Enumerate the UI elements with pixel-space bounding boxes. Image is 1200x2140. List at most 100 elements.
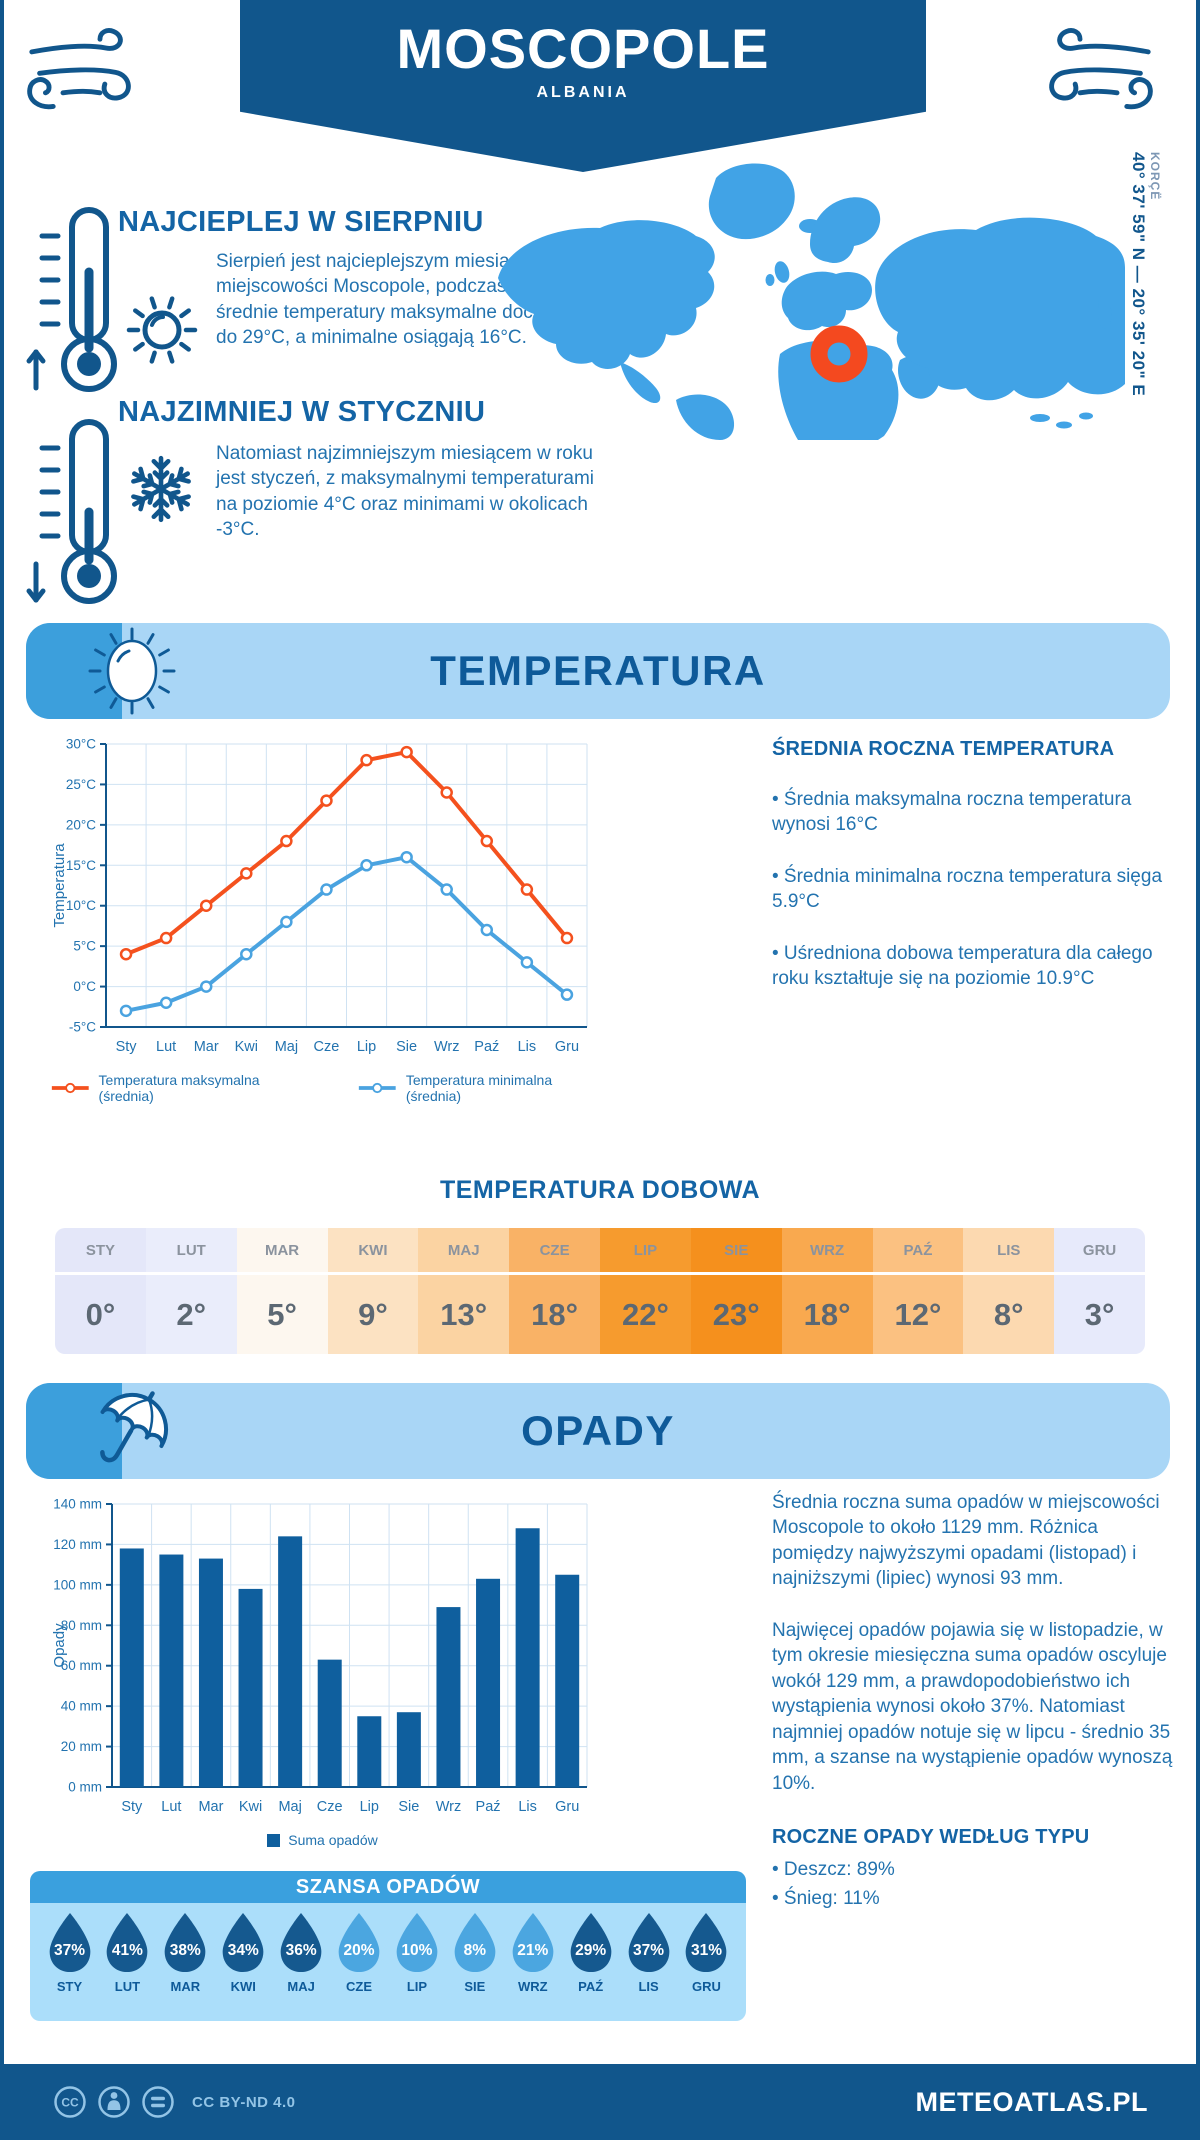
chance-month-label: LUT xyxy=(114,1979,141,1994)
daily-temperature-table: STY 0° LUT 2° MAR 5° KWI 9° MAJ 13° CZE 18° LIP 22° SI… xyxy=(55,1228,1145,1354)
chance-value: 36% xyxy=(285,1942,317,1959)
chance-month-label: WRZ xyxy=(517,1979,548,1994)
legend-item: Suma opadów xyxy=(267,1832,378,1848)
daily-column-wrz: WRZ 18° xyxy=(781,1228,873,1354)
daily-column-paź: PAŹ 12° xyxy=(872,1228,964,1354)
temperature-bullet: • Średnia maksymalna roczna temperatura … xyxy=(772,789,1132,836)
daily-temperature-value: 23° xyxy=(690,1275,782,1354)
precipitation-chance-panel: SZANSA OPADÓW 37% STY 41% LUT 38% MAR 34% KWI 36… xyxy=(30,1871,746,2021)
svg-text:Lut: Lut xyxy=(161,1799,181,1815)
svg-text:Sty: Sty xyxy=(121,1799,143,1815)
daily-column-cze: CZE 18° xyxy=(509,1228,600,1354)
snowflake-icon xyxy=(131,455,191,523)
svg-text:10°C: 10°C xyxy=(66,898,96,913)
raindrop-icon xyxy=(280,1912,322,1973)
chance-drop-mar: 38% MAR xyxy=(158,1911,213,2021)
precipitation-chip xyxy=(26,1383,122,1479)
svg-text:30°C: 30°C xyxy=(66,737,96,752)
page-subtitle: ALBANIA xyxy=(536,84,630,101)
temperature-section-banner: TEMPERATURA xyxy=(26,623,1170,719)
chance-drop-sie: 8% SIE xyxy=(447,1911,502,2021)
thermometer-cold-icon xyxy=(26,419,117,604)
svg-text:100 mm: 100 mm xyxy=(53,1577,102,1592)
daily-column-lip: LIP 22° xyxy=(600,1228,691,1354)
raindrop-icon xyxy=(454,1912,496,1973)
temperature-summary-title: ŚREDNIA ROCZNA TEMPERATURA xyxy=(772,738,1115,760)
daily-temperature-value: 22° xyxy=(600,1275,691,1354)
daily-month-label: GRU xyxy=(1054,1228,1145,1272)
svg-text:Temperatura: Temperatura xyxy=(51,843,68,928)
chance-month-label: KWI xyxy=(230,1979,256,1994)
location-ring-icon xyxy=(810,325,868,383)
svg-text:40 mm: 40 mm xyxy=(61,1699,102,1714)
raindrop-icon xyxy=(107,1912,148,1973)
svg-text:Maj: Maj xyxy=(278,1799,301,1815)
daily-temperature-value: 13° xyxy=(418,1275,510,1354)
svg-text:Lis: Lis xyxy=(518,1799,537,1815)
brand-label: METEOATLAS.PL xyxy=(915,2086,1148,2117)
daily-month-label: SIE xyxy=(690,1228,782,1272)
chance-month-label: GRU xyxy=(692,1979,721,1994)
svg-text:15°C: 15°C xyxy=(66,858,96,873)
precipitation-chance-title: SZANSA OPADÓW xyxy=(30,1871,746,1903)
chance-month-label: MAJ xyxy=(287,1979,315,1994)
cc-icon xyxy=(54,2086,86,2118)
daily-temperature-value: 5° xyxy=(236,1275,328,1354)
daily-column-lut: LUT 2° xyxy=(145,1228,237,1354)
umbrella-icon xyxy=(100,1391,168,1463)
svg-text:Cze: Cze xyxy=(317,1799,343,1815)
raindrop-icon xyxy=(222,1912,264,1973)
temperature-bullet: • Średnia minimalna roczna temperatura s… xyxy=(772,865,1163,913)
chance-value: 8% xyxy=(463,1942,487,1959)
chance-drop-lip: 10% LIP xyxy=(389,1911,444,2021)
coordinates-label: 40° 37' 59" N — 20° 35' 20" E xyxy=(1129,152,1148,397)
chance-month-label: SIE xyxy=(464,1979,486,1994)
temperature-bullet: • Uśredniona dobowa temperatura dla całe… xyxy=(772,942,1153,990)
daily-temperature-value: 18° xyxy=(781,1275,873,1354)
page-border-left xyxy=(0,0,4,2140)
chance-month-label: LIP xyxy=(406,1979,428,1994)
svg-text:25°C: 25°C xyxy=(66,777,96,792)
region-label: KORÇË xyxy=(1148,152,1162,201)
legend-item: Temperatura minimalna (średnia) xyxy=(357,1072,595,1104)
precipitation-bar-chart: 0 mm 20 mm 40 mm 60 mm 80 mm 100 mm 120 mm 140 … xyxy=(51,1497,588,1815)
chance-value: 20% xyxy=(343,1942,375,1959)
raindrop-icon xyxy=(570,1912,611,1973)
chance-month-label: STY xyxy=(56,1979,83,1994)
footer: CC CC BY-ND 4.0 METEOATLAS.PL xyxy=(0,2064,1200,2140)
chance-drop-lis: 37% LIS xyxy=(621,1911,676,2021)
chance-value: 37% xyxy=(53,1942,86,1959)
chance-drop-lut: 41% LUT xyxy=(100,1911,155,2021)
daily-month-label: LIP xyxy=(600,1228,691,1272)
legend-label: Suma opadów xyxy=(288,1832,378,1848)
svg-text:60 mm: 60 mm xyxy=(61,1658,102,1673)
chance-drop-cze: 20% CZE xyxy=(332,1911,387,2021)
temperature-summary: ŚREDNIA ROCZNA TEMPERATURA • Średnia mak… xyxy=(772,738,1176,992)
daily-month-label: CZE xyxy=(509,1228,600,1272)
precipitation-section-banner: OPADY xyxy=(26,1383,1170,1479)
legend-label: Temperatura maksymalna (średnia) xyxy=(98,1072,260,1104)
precipitation-type-title: ROCZNE OPADY WEDŁUG TYPU xyxy=(772,1825,1090,1848)
daily-temperature-value: 2° xyxy=(145,1275,237,1354)
equals-icon xyxy=(142,2086,174,2118)
chance-value: 29% xyxy=(575,1942,607,1959)
daily-temperature-value: 8° xyxy=(963,1275,1055,1354)
svg-text:Kwi: Kwi xyxy=(239,1799,262,1815)
daily-month-label: MAR xyxy=(236,1228,328,1272)
daily-month-label: PAŹ xyxy=(872,1228,964,1272)
chance-drop-gru: 31% GRU xyxy=(679,1911,734,2021)
raindrop-icon xyxy=(686,1912,727,1973)
svg-text:Opady: Opady xyxy=(51,1623,68,1668)
svg-text:Paź: Paź xyxy=(474,1039,499,1055)
precipitation-type-bullet: • Śnieg: 11% xyxy=(772,1888,880,1910)
highlight-warm-text: Sierpień jest najcieplejszym miesiącem w… xyxy=(216,251,585,349)
daily-temperature-value: 9° xyxy=(327,1275,419,1354)
chance-value: 38% xyxy=(169,1942,201,1959)
svg-text:0 mm: 0 mm xyxy=(68,1780,102,1795)
svg-text:Lut: Lut xyxy=(156,1039,176,1055)
temperature-chart-legend: Temperatura maksymalna (średnia) Temperat… xyxy=(50,1072,595,1104)
svg-text:Maj: Maj xyxy=(275,1039,298,1055)
precipitation-type-bullet: • Deszcz: 89% xyxy=(772,1858,895,1880)
raindrop-icon xyxy=(628,1912,669,1973)
wind-icon xyxy=(27,28,131,110)
